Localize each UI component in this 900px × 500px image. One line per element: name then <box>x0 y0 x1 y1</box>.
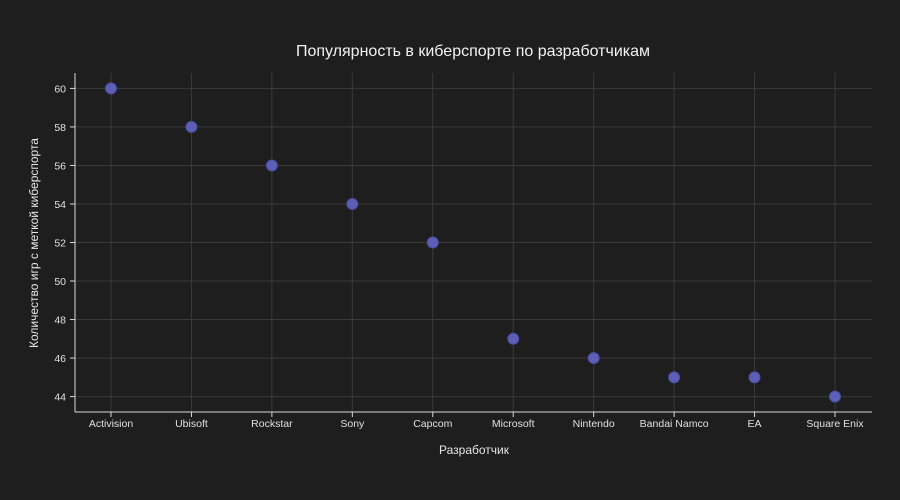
data-point <box>346 197 359 210</box>
y-tick-label: 48 <box>54 315 66 327</box>
x-tick-label: Microsoft <box>492 418 535 430</box>
data-point <box>748 371 761 384</box>
data-point <box>668 371 681 384</box>
y-axis-ticks: 44 46 48 50 52 54 56 58 60 <box>54 83 75 404</box>
data-points <box>105 82 841 403</box>
y-tick-label: 54 <box>54 199 66 211</box>
y-tick-label: 50 <box>54 276 66 288</box>
data-point <box>105 82 117 95</box>
y-axis-label: Количество игр с меткой киберспорта <box>27 138 41 348</box>
x-tick-label: Rockstar <box>251 418 293 430</box>
y-tick-label: 60 <box>54 83 66 95</box>
y-tick-label: 56 <box>54 160 66 172</box>
y-tick-label: 58 <box>54 122 66 134</box>
x-tick-label: Square Enix <box>806 418 864 430</box>
chart-title: Популярность в киберспорте по разработчи… <box>296 43 650 60</box>
x-tick-label: Activision <box>89 418 134 430</box>
y-tick-label: 52 <box>54 238 66 250</box>
x-tick-label: Ubisoft <box>175 418 208 430</box>
x-tick-label: Capcom <box>413 418 452 430</box>
x-tick-label: Nintendo <box>573 418 615 430</box>
data-point <box>265 159 278 172</box>
y-tick-label: 46 <box>54 353 66 365</box>
data-point <box>185 120 198 133</box>
data-point <box>507 332 520 345</box>
data-point <box>587 352 600 365</box>
grid <box>75 73 872 412</box>
data-point <box>829 390 841 403</box>
x-tick-label: Bandai Namco <box>640 418 709 430</box>
x-axis-label: Разработчик <box>439 443 510 457</box>
y-tick-label: 44 <box>54 392 66 404</box>
data-point <box>426 236 439 249</box>
x-axis-ticks: Activision Ubisoft Rockstar Sony Capcom Micro… <box>89 412 864 430</box>
x-tick-label: EA <box>748 418 762 430</box>
x-tick-label: Sony <box>340 418 365 430</box>
